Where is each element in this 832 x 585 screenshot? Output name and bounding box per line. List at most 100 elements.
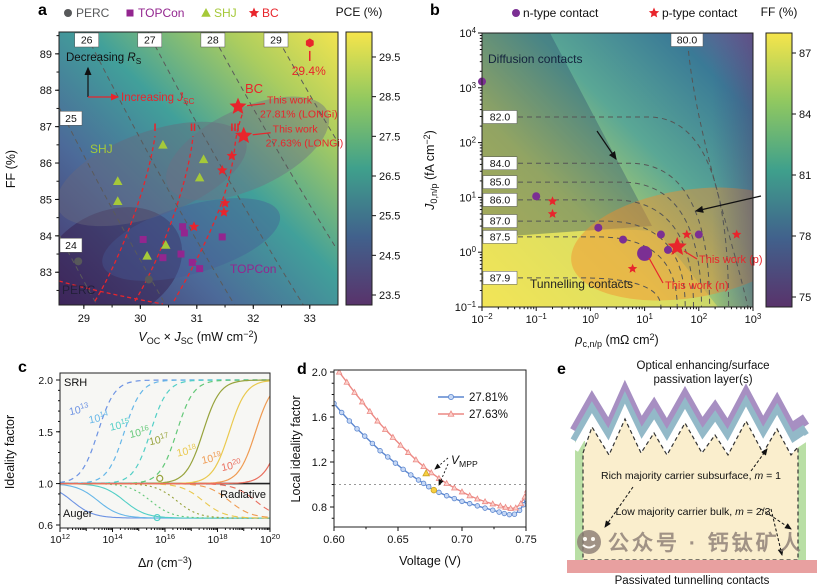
x-tick-label: 1016 bbox=[155, 532, 175, 546]
data-point bbox=[408, 472, 414, 478]
chart-c: 10131014101510161017101810191020SRHRadia… bbox=[3, 372, 280, 570]
silicon-bulk bbox=[583, 419, 798, 560]
data-point bbox=[198, 154, 209, 164]
contour-label-box bbox=[74, 32, 99, 48]
curve-label: 1015 bbox=[108, 416, 131, 434]
data-point bbox=[381, 425, 389, 432]
data-point bbox=[497, 502, 504, 509]
contour-label: 27 bbox=[144, 35, 156, 47]
subsurface-label: Rich majority carrier subsurface, m = 1 bbox=[601, 470, 781, 482]
contour-label: 87.5 bbox=[490, 232, 511, 244]
data-point bbox=[517, 499, 525, 507]
colorbar-tick-label: 78 bbox=[799, 231, 811, 243]
legend-label-TOPCon: TOPCon bbox=[138, 6, 184, 20]
chart-b: 80.0 82.0 84.0 85.0 86.0 87.0 87.5 87.9 This wor… bbox=[422, 5, 811, 349]
data-point bbox=[532, 192, 541, 201]
schematic-title-line1: Optical enhancing/surface bbox=[637, 360, 770, 372]
topcon-region-label: TOPCon bbox=[230, 262, 276, 276]
schematic-arrow bbox=[604, 486, 634, 528]
y-tick-label: 10−1 bbox=[455, 300, 477, 314]
tunnelling-label: Tunnelling contacts bbox=[530, 277, 633, 291]
y-axis-title: Ideality factor bbox=[3, 415, 17, 489]
x-tick-label: 0.70 bbox=[451, 534, 472, 546]
data-point bbox=[158, 139, 168, 149]
y-tick-label: 101 bbox=[459, 190, 476, 204]
data-point bbox=[160, 239, 171, 249]
record-point bbox=[305, 38, 314, 48]
diffusion-arrow bbox=[596, 130, 617, 160]
schematic-arrow bbox=[760, 508, 792, 530]
contour-label-box bbox=[482, 110, 518, 124]
contour-label: 24 bbox=[65, 240, 77, 252]
this-work-p-point bbox=[667, 236, 687, 255]
x-tick-label: 1014 bbox=[102, 532, 122, 546]
bc-region-label: BC bbox=[245, 81, 263, 96]
data-point bbox=[656, 230, 665, 239]
data-point bbox=[196, 265, 204, 273]
this-work-star bbox=[235, 126, 253, 143]
data-point bbox=[180, 229, 188, 237]
data-point bbox=[112, 176, 123, 185]
data-point bbox=[354, 426, 360, 432]
colorbar-tick-label: 23.5 bbox=[379, 290, 400, 302]
y-tick-label: 103 bbox=[459, 81, 476, 95]
panel-a: a This work 27.81% (LONGi) This work 27.63%… bbox=[0, 0, 420, 352]
legend-label-p-type: p-type contact bbox=[662, 6, 738, 20]
y-tick-label: 104 bbox=[459, 26, 476, 40]
data-point bbox=[397, 441, 404, 448]
data-point bbox=[415, 477, 422, 483]
data-point bbox=[217, 164, 228, 175]
series-BC bbox=[188, 150, 238, 232]
contour-label: 87.0 bbox=[490, 216, 511, 228]
colorbar-pce bbox=[345, 31, 373, 306]
data-point bbox=[466, 500, 473, 507]
data-point bbox=[502, 503, 509, 510]
legend-marker-p-type bbox=[648, 7, 660, 18]
auger-curve-15 bbox=[60, 483, 270, 519]
legend-label-BC: BC bbox=[262, 6, 279, 20]
perc-region-label: PERC bbox=[62, 283, 96, 297]
contour-label: 87.9 bbox=[490, 272, 511, 284]
x-axis-title: Voltage (V) bbox=[399, 554, 461, 568]
contour-label-box bbox=[59, 111, 83, 126]
colorbar-tick-label: 84 bbox=[799, 109, 811, 121]
data-point bbox=[385, 454, 391, 460]
this-work-star bbox=[229, 97, 247, 114]
data-point bbox=[218, 206, 230, 217]
y-tick-label: 2.0 bbox=[312, 367, 327, 379]
contour-label-box bbox=[482, 271, 518, 285]
data-point bbox=[346, 418, 353, 424]
legend-marker bbox=[447, 410, 455, 417]
legend-label-n-type: n-type contact bbox=[523, 6, 599, 20]
legend-marker-PERC bbox=[64, 9, 72, 17]
data-point bbox=[400, 466, 406, 473]
right-edge-shading bbox=[712, 33, 753, 307]
plot-area-a bbox=[59, 32, 337, 305]
panel-e: e Optical enhancing/surface passivation l… bbox=[553, 355, 832, 585]
data-point bbox=[74, 257, 83, 266]
data-point bbox=[338, 409, 345, 416]
guide-label: III bbox=[230, 122, 239, 134]
pyramid-inner-layer bbox=[570, 390, 809, 450]
technology-region-topcon bbox=[102, 198, 281, 281]
pyramid-gap bbox=[571, 403, 808, 456]
colorbar-tick-label: 24.5 bbox=[379, 250, 400, 262]
data-point bbox=[466, 492, 474, 499]
contour-label: 25 bbox=[65, 113, 77, 125]
data-point bbox=[188, 258, 196, 266]
data-point bbox=[404, 448, 412, 455]
colorbar-tick-label: 28.5 bbox=[379, 92, 400, 104]
guide-curve bbox=[94, 135, 156, 302]
data-point bbox=[521, 493, 526, 500]
pce-contour bbox=[273, 32, 337, 139]
side-passivation-right bbox=[796, 441, 806, 560]
data-point bbox=[389, 433, 397, 440]
data-point bbox=[218, 233, 226, 241]
x-axis-title: Δn (cm−3) bbox=[138, 555, 192, 570]
pce-field bbox=[59, 32, 338, 305]
guide-label: II bbox=[190, 122, 196, 134]
contour-label: 86.0 bbox=[490, 195, 511, 207]
curve-label: 1020 bbox=[220, 456, 243, 474]
ff-contour bbox=[482, 236, 678, 307]
